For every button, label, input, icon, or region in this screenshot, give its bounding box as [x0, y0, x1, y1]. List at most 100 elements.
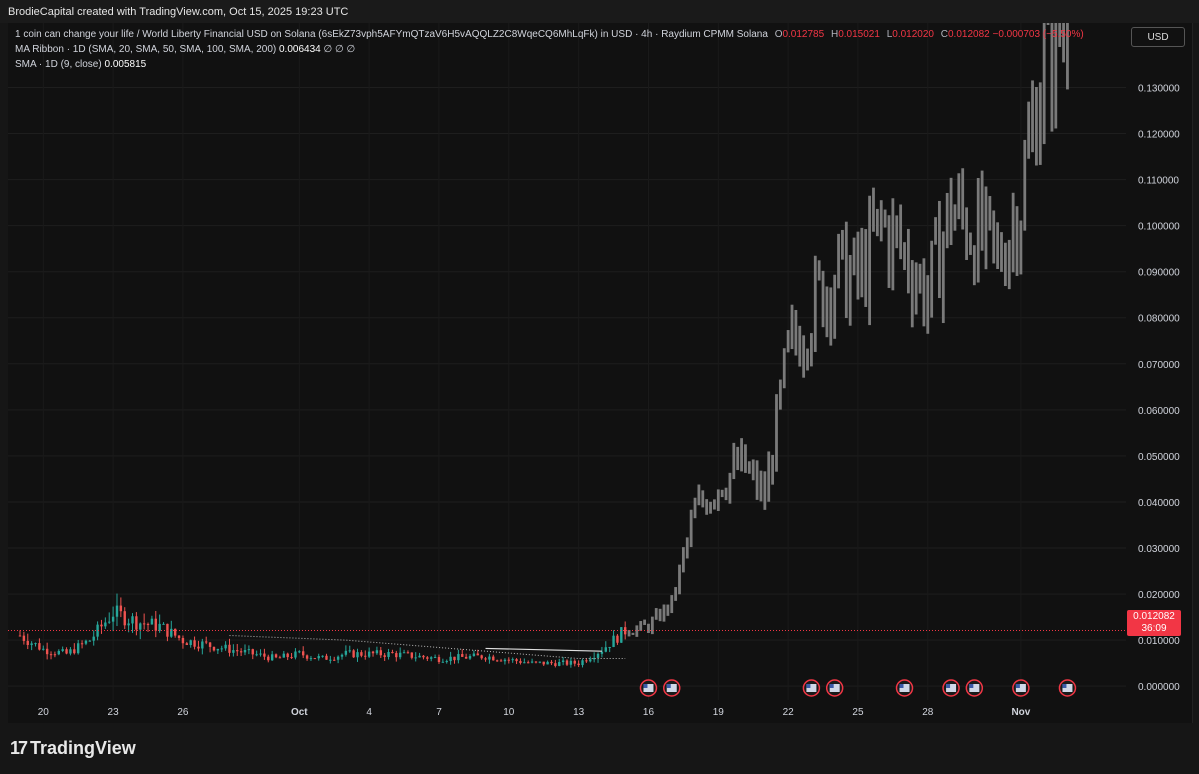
candle-body [321, 655, 324, 657]
candle-body [255, 654, 258, 656]
projection-bar [662, 604, 666, 622]
projection-bar [903, 242, 906, 270]
candle-body [511, 659, 514, 661]
candle-body [426, 657, 429, 659]
candle-body [38, 643, 41, 650]
projection-bar [631, 632, 635, 635]
candle-body [243, 649, 247, 653]
low-value: 0.012020 [892, 29, 934, 40]
projection-bar [848, 255, 852, 326]
x-tick-label: 25 [852, 707, 864, 718]
candle-body [22, 635, 26, 641]
candle-body [220, 648, 223, 650]
y-tick-label: 0.130000 [1138, 83, 1180, 94]
projection-bar [689, 509, 693, 548]
candle-body [565, 660, 569, 665]
open-label: O [774, 29, 783, 40]
y-tick-label: 0.080000 [1138, 314, 1180, 325]
projection-bar [732, 442, 736, 480]
high-label: H [830, 29, 839, 40]
candle-body [480, 655, 483, 659]
projection-bar [1050, 23, 1054, 132]
candle-body [294, 651, 297, 658]
projection-bar [740, 438, 743, 472]
projection-bar [833, 274, 837, 339]
candle-body [53, 654, 57, 656]
candle-body [142, 623, 146, 625]
top-bar: BrodieCapital created with TradingView.c… [0, 0, 1199, 23]
candle-body [216, 648, 220, 651]
projection-bar [972, 245, 976, 286]
candle-body [88, 640, 92, 642]
projection-bar [716, 489, 720, 511]
candle-body [589, 659, 592, 662]
candle-body [418, 655, 421, 658]
ma-ribbon-legend[interactable]: MA Ribbon · 1D (SMA, 20, SMA, 50, SMA, 1… [15, 44, 355, 55]
candle-body [340, 654, 344, 657]
candle-body [197, 646, 200, 649]
candle-body [422, 655, 425, 658]
candle-body [119, 605, 123, 612]
projection-bar [802, 335, 806, 378]
candle-body [282, 653, 286, 658]
projection-bar [1042, 23, 1046, 145]
candle-body [80, 643, 84, 645]
footer [0, 723, 1199, 774]
x-tick-label: 26 [177, 707, 189, 718]
projection-bar [957, 173, 961, 220]
projection-bar [1003, 242, 1007, 287]
projection-bar [759, 470, 763, 502]
candle-body [620, 627, 623, 643]
x-tick-label: 7 [436, 707, 442, 718]
candle-body [26, 640, 29, 645]
candle-body [333, 659, 336, 661]
price-chart[interactable]: 0.000000 0.010000 0.020000 0.030000 0.040000… [0, 0, 1199, 723]
projection-bar [914, 262, 918, 315]
candle-body [208, 642, 212, 647]
candle-body [317, 656, 320, 659]
projection-bar [782, 348, 786, 389]
flag-icon [666, 684, 677, 692]
projection-bar [1035, 87, 1038, 166]
candle-body [387, 651, 390, 657]
projection-bar [713, 499, 716, 510]
projection-bar [949, 177, 953, 246]
candle-body [445, 661, 448, 663]
candle-body [461, 654, 464, 657]
candle-body [34, 643, 37, 645]
candle-body [383, 655, 386, 657]
projection-bar [1011, 192, 1015, 273]
chart-area[interactable] [8, 23, 1193, 723]
candle-body [495, 660, 499, 662]
candle-body [507, 659, 511, 661]
candle-body [538, 661, 542, 663]
y-tick-label: 0.120000 [1138, 130, 1180, 141]
projection-bar [658, 608, 662, 622]
projection-bar [821, 270, 825, 328]
candle-body [612, 635, 615, 648]
sma-legend[interactable]: SMA · 1D (9, close) 0.005815 [15, 59, 146, 70]
projection-bar [693, 497, 697, 519]
candle-body [530, 661, 534, 663]
candle-body [449, 656, 452, 662]
candle-body [398, 652, 402, 658]
candle-body [267, 656, 270, 661]
sma-label: SMA · 1D (9, close) [15, 59, 102, 70]
tradingview-wordmark: TradingView [30, 738, 136, 758]
projection-bar [670, 595, 674, 614]
symbol-legend[interactable]: 1 coin can change your life / World Libe… [15, 29, 1084, 40]
projection-bar [709, 501, 712, 514]
projection-bar [868, 195, 871, 326]
currency-button[interactable]: USD [1131, 27, 1185, 47]
candle-body [410, 652, 414, 658]
symbol-description: 1 coin can change your life / World Libe… [15, 29, 768, 40]
projection-bar [953, 204, 957, 231]
candle-body [395, 653, 398, 658]
candle-body [406, 652, 410, 654]
tradingview-logo[interactable]: 17 TradingView [10, 738, 136, 759]
candle-body [45, 648, 49, 655]
candle-body [131, 616, 134, 624]
y-tick-label: 0.010000 [1138, 636, 1180, 647]
projection-bar [1054, 23, 1058, 129]
candle-body [298, 651, 301, 653]
